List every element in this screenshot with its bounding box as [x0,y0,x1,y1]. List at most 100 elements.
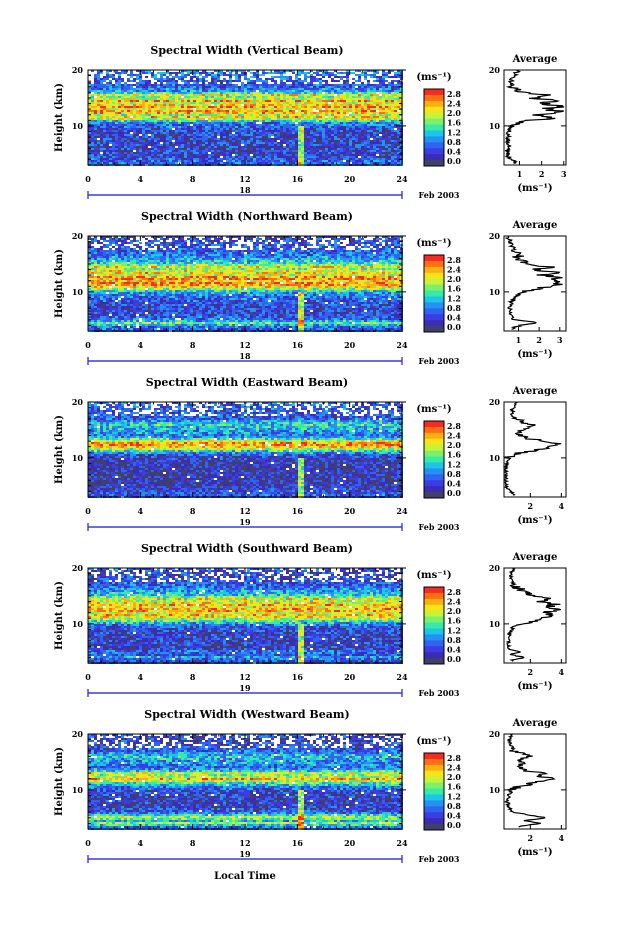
heatmap-cell [100,134,103,136]
heatmap-cell [97,122,100,124]
heatmap-cell [358,86,361,88]
colorbar-swatch [424,124,444,131]
heatmap-cell [334,120,337,122]
heatmap-cell [157,162,160,164]
heatmap-cell [223,80,226,82]
heatmap-cell [226,90,229,92]
heatmap-cell [118,114,121,116]
heatmap-cell [241,122,244,124]
heatmap-cell [340,144,343,146]
heatmap-cell [301,130,304,132]
heatmap-cell [88,126,91,128]
heatmap-cell [373,150,376,152]
heatmap-cell [316,100,319,102]
heatmap-cell [220,84,223,86]
heatmap-cell [379,128,382,130]
heatmap-cell [286,98,289,100]
heatmap-cell [397,86,400,88]
heatmap-cell [124,144,127,146]
heatmap-cell [331,80,334,82]
heatmap-cell [349,92,352,94]
heatmap-cell [373,146,376,148]
heatmap-cell [187,136,190,138]
heatmap-cell [130,124,133,126]
heatmap-cell [397,128,400,130]
heatmap-cell [190,238,193,240]
heatmap-cell [97,92,100,94]
heatmap-cell [211,82,214,84]
heatmap-cell [148,100,151,102]
heatmap-cell [376,100,379,102]
heatmap-cell [118,102,121,104]
heatmap-cell [121,158,124,160]
heatmap-cell [286,150,289,152]
heatmap-cell [298,130,301,132]
heatmap-cell [271,118,274,120]
heatmap-cell [316,130,319,132]
heatmap-cell [100,80,103,82]
heatmap-cell [163,112,166,114]
heatmap-cell [277,112,280,114]
heatmap-cell [202,82,205,84]
heatmap-cell [376,120,379,122]
heatmap-cell [316,80,319,82]
heatmap-cell [307,148,310,150]
heatmap-cell [334,86,337,88]
heatmap-cell [277,130,280,132]
heatmap-cell [298,152,301,154]
heatmap-cell [319,74,322,76]
heatmap-cell [394,138,397,140]
heatmap-cell [232,124,235,126]
colorbar-label: 2.0 [447,108,461,118]
heatmap-cell [175,90,178,92]
heatmap-cell [319,162,322,164]
heatmap-cell [367,128,370,130]
heatmap-cell [376,146,379,148]
heatmap-cell [205,94,208,96]
heatmap-cell [103,96,106,98]
heatmap-cell [301,108,304,110]
heatmap-cell [256,112,259,114]
heatmap-cell [397,138,400,140]
heatmap-cell [382,146,385,148]
heatmap-cell [229,112,232,114]
heatmap-cell [367,132,370,134]
heatmap-cell [271,152,274,154]
heatmap-cell [367,74,370,76]
heatmap-cell [301,150,304,152]
heatmap-cell [343,162,346,164]
heatmap-cell [298,114,301,116]
heatmap-cell [379,104,382,106]
heatmap-cell [283,148,286,150]
heatmap-cell [229,110,232,112]
heatmap-cell [250,114,253,116]
heatmap-cell [271,80,274,82]
heatmap-cell [379,118,382,120]
heatmap-cell [328,88,331,90]
heatmap-cell [115,84,118,86]
heatmap-cell [313,140,316,142]
heatmap-cell [115,92,118,94]
heatmap-cell [94,98,97,100]
heatmap-cell [211,162,214,164]
heatmap-cell [358,146,361,148]
heatmap-cell [292,108,295,110]
heatmap-cell [328,140,331,142]
heatmap-cell [250,88,253,90]
colorbar-label: 0.4 [447,146,461,156]
heatmap-cell [262,128,265,130]
heatmap-cell [193,136,196,138]
heatmap-cell [391,96,394,98]
heatmap-cell [202,118,205,120]
heatmap-cell [355,118,358,120]
heatmap-cell [208,106,211,108]
heatmap-cell [181,126,184,128]
heatmap-cell [205,236,208,238]
heatmap-cell [385,106,388,108]
heatmap-cell [274,104,277,106]
heatmap-cell [232,128,235,130]
heatmap-cell [190,112,193,114]
heatmap-cell [235,146,238,148]
heatmap-cell [124,122,127,124]
heatmap-cell [127,118,130,120]
